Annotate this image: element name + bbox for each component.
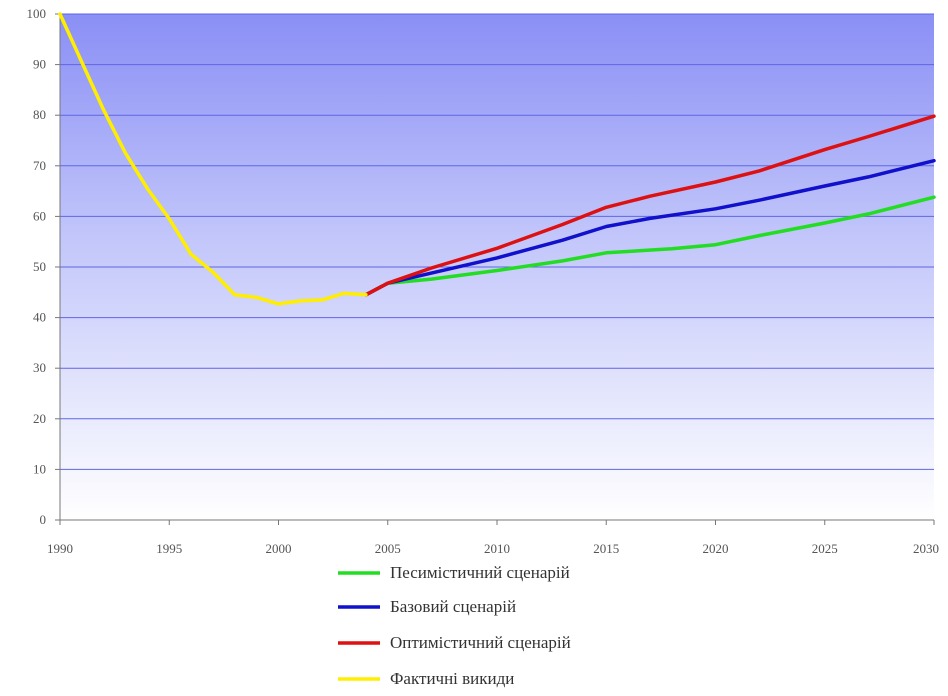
x-tick-labels: 1990 1995 2000 2005 2010 2015 2020 2025 2030 xyxy=(47,541,939,556)
x-tick-label: 1990 xyxy=(47,541,73,556)
y-tick-label: 20 xyxy=(33,411,46,426)
y-tick-label: 70 xyxy=(33,158,46,173)
x-tick-label: 2020 xyxy=(703,541,729,556)
x-tick-label: 1995 xyxy=(156,541,182,556)
y-tick-label: 80 xyxy=(33,107,46,122)
y-tick-label: 60 xyxy=(33,208,46,223)
series-line-0 xyxy=(364,195,936,297)
y-tick-label: 40 xyxy=(33,310,46,325)
x-tick-label: 2015 xyxy=(593,541,619,556)
series-line-1 xyxy=(364,158,936,297)
series-line-2 xyxy=(364,114,936,297)
y-tick-label: 90 xyxy=(33,57,46,72)
y-tick-label: 100 xyxy=(27,6,47,21)
y-tick-label: 10 xyxy=(33,461,46,476)
series-lines xyxy=(58,12,936,306)
x-tick-label: 2025 xyxy=(812,541,838,556)
y-tick-label: 30 xyxy=(33,360,46,375)
x-tick-label: 2005 xyxy=(375,541,401,556)
y-tick-label: 50 xyxy=(33,259,46,274)
x-tick-label: 2030 xyxy=(913,541,939,556)
legend-label: Песимістичний сценарій xyxy=(390,563,570,582)
x-tick-label: 2000 xyxy=(266,541,292,556)
x-tick-label: 2010 xyxy=(484,541,510,556)
y-tick-label: 0 xyxy=(40,512,47,527)
y-tick-labels: 0 10 20 30 40 50 60 70 80 90 100 xyxy=(27,6,47,527)
legend: Песимістичний сценарій Базовий сценарій Оп… xyxy=(338,563,571,688)
gridlines xyxy=(60,13,934,470)
series-line-3 xyxy=(58,12,368,306)
axes xyxy=(55,13,935,525)
legend-label: Оптимістичний сценарій xyxy=(390,633,571,652)
legend-label: Фактичні викиди xyxy=(390,669,514,688)
legend-label: Базовий сценарій xyxy=(390,597,516,616)
